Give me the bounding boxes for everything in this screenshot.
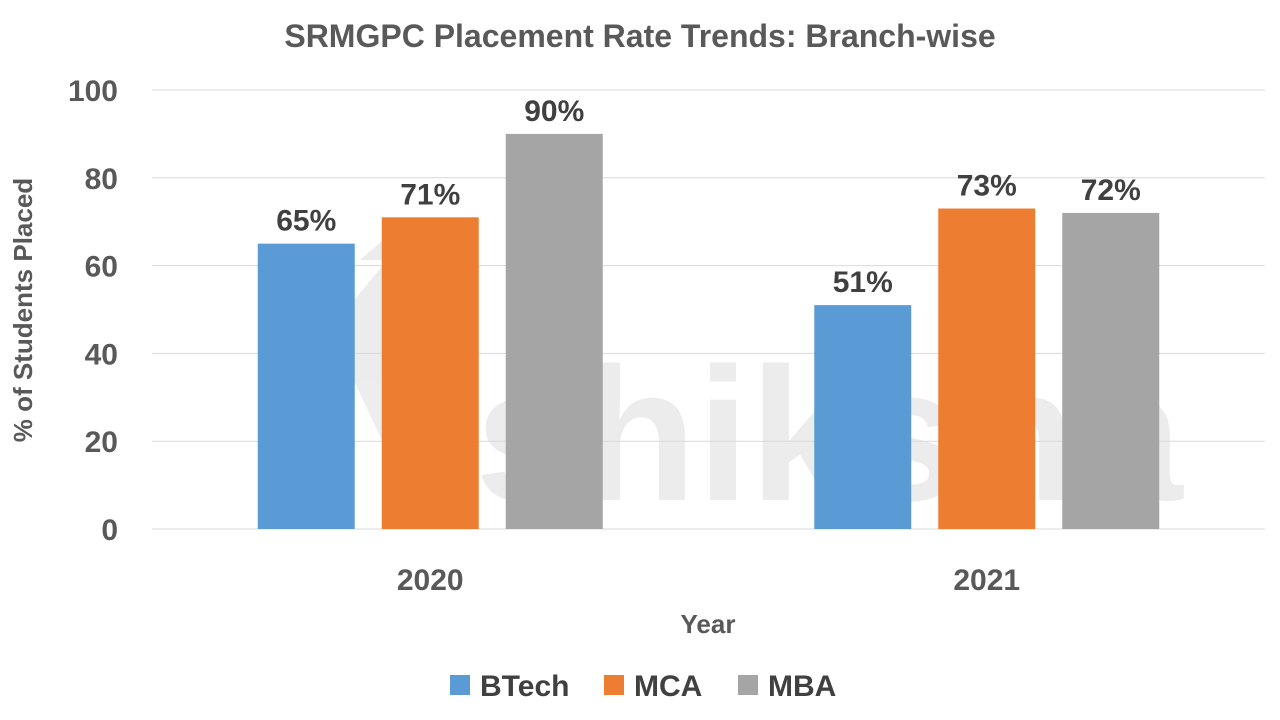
- x-category-label: 2020: [397, 564, 464, 597]
- bars: [257, 133, 1160, 530]
- legend-label-mba: MBA: [768, 670, 836, 703]
- data-label: 65%: [276, 205, 336, 238]
- data-label: 71%: [400, 178, 460, 211]
- legend-swatch-mca: [604, 675, 624, 695]
- bar-btech-2020: [257, 243, 355, 529]
- bar-mca-2021: [938, 208, 1036, 529]
- data-label: 72%: [1081, 174, 1141, 207]
- y-tick-label: 80: [85, 163, 118, 196]
- y-tick-label: 40: [85, 338, 118, 371]
- legend-swatch-btech: [450, 675, 470, 695]
- legend: BTech MCA MBA: [450, 670, 836, 703]
- x-category-label: 2021: [953, 564, 1020, 597]
- data-label: 51%: [833, 266, 893, 299]
- x-axis-categories: 2020 2021: [397, 564, 1020, 597]
- legend-label-mca: MCA: [634, 670, 702, 703]
- y-tick-label: 100: [68, 75, 118, 108]
- y-tick-label: 60: [85, 251, 118, 284]
- x-axis-title: Year: [681, 609, 736, 639]
- data-label: 90%: [524, 95, 584, 128]
- legend-swatch-mba: [738, 675, 758, 695]
- data-labels: 65% 71% 90% 51% 73% 72%: [276, 95, 1141, 299]
- bar-btech-2021: [814, 305, 912, 529]
- chart-title: SRMGPC Placement Rate Trends: Branch-wis…: [284, 18, 995, 54]
- y-tick-label: 0: [101, 514, 118, 547]
- y-tick-label: 20: [85, 426, 118, 459]
- bar-mca-2020: [381, 217, 479, 529]
- y-axis-ticks: 0 20 40 60 80 100: [68, 75, 118, 547]
- legend-label-btech: BTech: [480, 670, 569, 703]
- bar-mba-2021: [1062, 212, 1160, 530]
- data-label: 73%: [957, 170, 1017, 203]
- bar-mba-2020: [505, 133, 603, 529]
- y-axis-title: % of Students Placed: [8, 178, 38, 442]
